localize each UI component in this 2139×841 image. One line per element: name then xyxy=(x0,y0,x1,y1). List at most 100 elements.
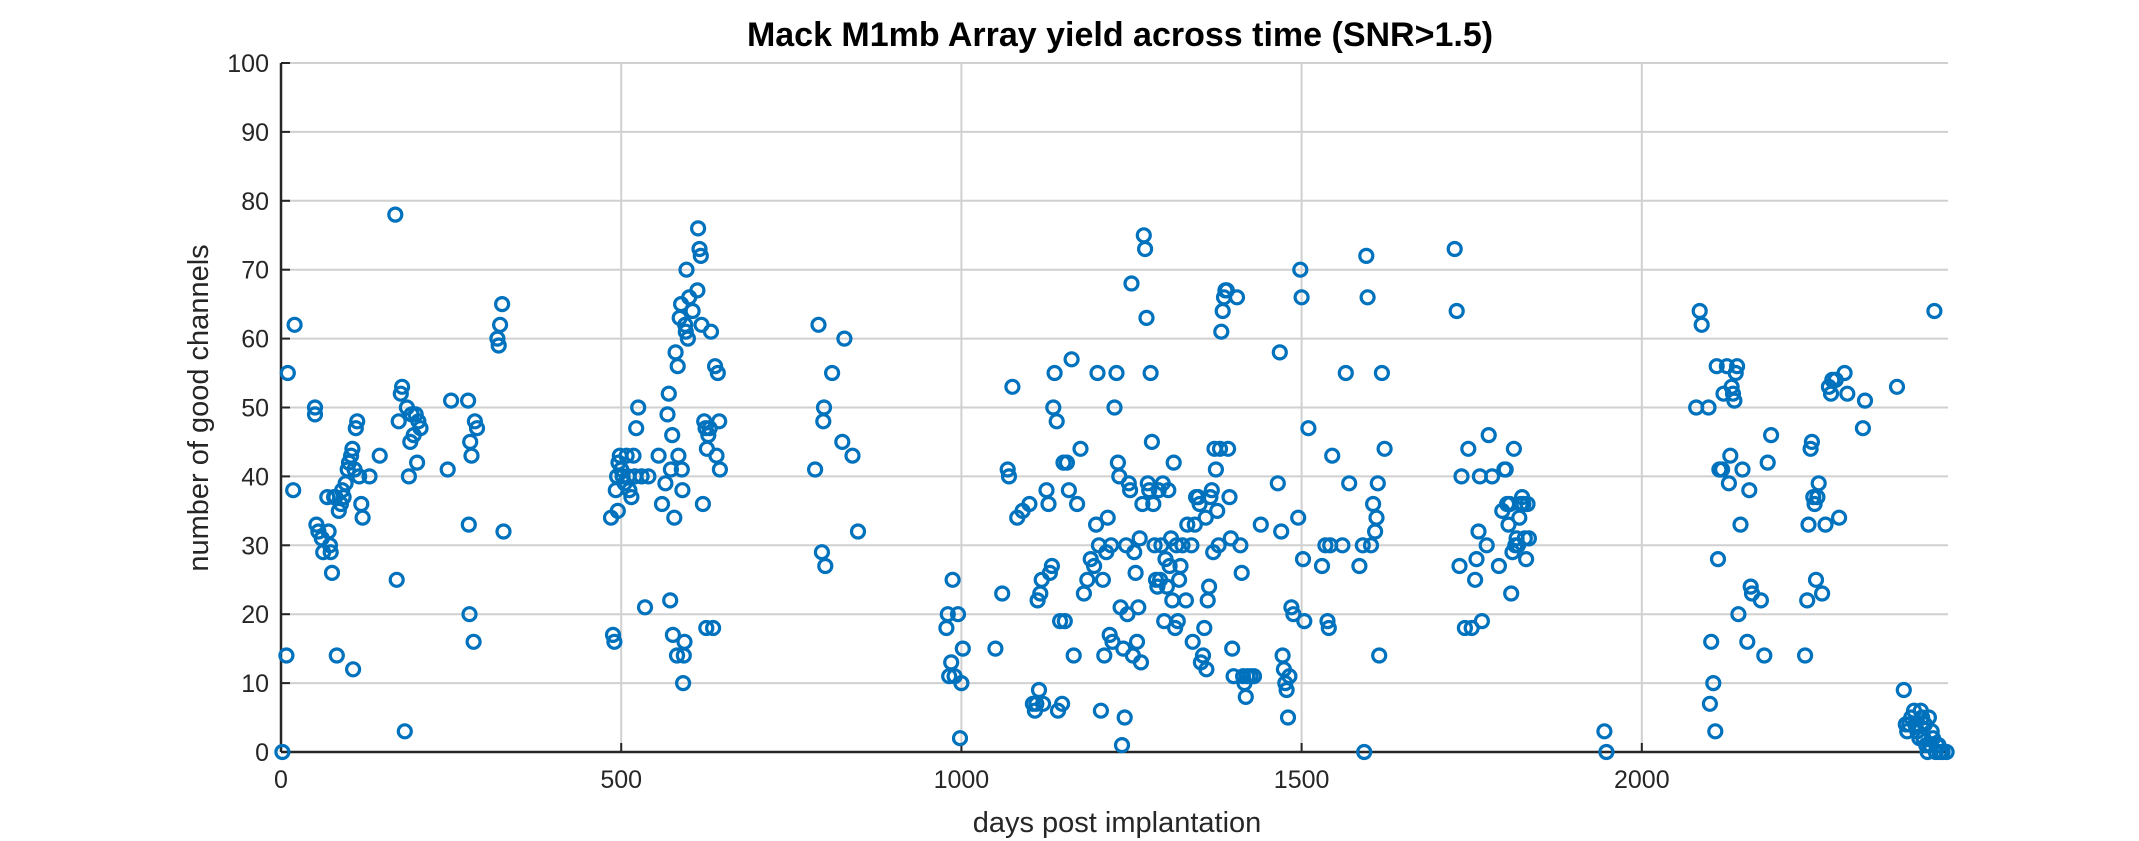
x-tick-label: 1000 xyxy=(934,766,990,794)
data-point xyxy=(1707,723,1724,740)
data-point xyxy=(994,585,1011,602)
data-point xyxy=(1741,482,1758,499)
data-point xyxy=(1109,454,1127,471)
data-point xyxy=(1796,647,1814,664)
data-point xyxy=(815,413,832,430)
data-point xyxy=(345,661,362,678)
data-point xyxy=(1134,495,1151,513)
data-point xyxy=(1720,475,1738,492)
data-point xyxy=(849,523,867,540)
x-tick-label: 2000 xyxy=(1614,766,1670,794)
data-point xyxy=(667,344,684,361)
y-tick-label: 20 xyxy=(241,601,269,629)
data-point xyxy=(1237,688,1254,706)
data-point xyxy=(439,461,456,478)
data-point xyxy=(412,420,429,437)
data-point xyxy=(354,509,371,526)
data-point xyxy=(1701,695,1719,712)
data-point xyxy=(1232,537,1249,554)
data-point xyxy=(1132,654,1150,671)
data-point xyxy=(1756,647,1773,664)
data-point xyxy=(1041,564,1059,582)
data-point xyxy=(636,599,654,616)
data-point xyxy=(609,502,626,519)
data-point xyxy=(606,633,623,650)
data-point xyxy=(1203,482,1220,499)
data-point xyxy=(1705,674,1722,692)
data-point xyxy=(490,337,507,354)
y-tick-label: 0 xyxy=(255,739,269,767)
data-point xyxy=(1030,681,1048,699)
data-point xyxy=(1724,385,1742,402)
data-point xyxy=(1354,537,1371,554)
data-point xyxy=(709,364,726,382)
data-point xyxy=(1320,619,1337,637)
data-point xyxy=(1283,599,1300,616)
data-point xyxy=(1369,475,1386,492)
data-point xyxy=(679,330,697,347)
data-point xyxy=(494,296,511,313)
data-point xyxy=(1113,736,1131,754)
data-point xyxy=(1503,585,1520,602)
data-point xyxy=(285,482,302,499)
data-point xyxy=(944,571,961,588)
data-point xyxy=(1161,557,1178,575)
data-point xyxy=(1520,530,1538,547)
data-point xyxy=(1079,571,1096,588)
data-point xyxy=(1209,502,1226,519)
data-point xyxy=(388,571,405,588)
data-point xyxy=(1453,468,1470,485)
data-point xyxy=(1728,358,1746,375)
data-point xyxy=(1102,537,1120,554)
data-point xyxy=(689,282,706,299)
data-point xyxy=(1085,557,1103,575)
data-point xyxy=(1200,578,1218,595)
data-point xyxy=(1300,420,1317,437)
data-point xyxy=(1693,316,1710,333)
data-point xyxy=(1830,509,1848,526)
data-point xyxy=(1038,482,1055,499)
data-point xyxy=(1169,612,1186,630)
data-point xyxy=(1274,647,1291,664)
data-point xyxy=(684,302,701,320)
data-point xyxy=(1285,606,1302,623)
data-point xyxy=(347,420,364,437)
data-point xyxy=(1092,702,1110,719)
data-point xyxy=(1224,640,1241,657)
data-point xyxy=(1293,289,1310,306)
data-point xyxy=(1106,399,1123,416)
data-point xyxy=(1191,495,1208,513)
data-point xyxy=(1802,440,1819,457)
data-point xyxy=(1072,440,1089,457)
x-tick-label: 500 xyxy=(600,766,642,794)
data-point xyxy=(1135,227,1152,244)
data-point xyxy=(673,461,690,478)
data-point xyxy=(1854,420,1872,437)
data-point xyxy=(711,461,729,478)
data-point xyxy=(1160,482,1177,499)
data-point xyxy=(462,433,479,450)
data-point xyxy=(674,674,692,692)
data-point xyxy=(669,358,686,375)
data-point xyxy=(1478,537,1495,554)
data-point xyxy=(1703,633,1720,650)
data-point xyxy=(1142,364,1159,382)
data-point xyxy=(361,468,378,485)
data-point xyxy=(1460,440,1477,457)
data-point xyxy=(625,447,642,464)
data-point xyxy=(633,468,650,485)
data-point xyxy=(390,413,407,430)
data-point xyxy=(700,427,717,444)
data-point xyxy=(1252,516,1269,533)
data-point xyxy=(670,447,687,464)
data-point xyxy=(1196,619,1213,637)
y-tick-label: 60 xyxy=(241,326,269,354)
data-point xyxy=(621,482,638,499)
data-point xyxy=(1734,461,1751,478)
data-point xyxy=(1938,743,1955,761)
data-point xyxy=(1294,550,1312,568)
data-point xyxy=(1168,537,1185,554)
data-point xyxy=(323,564,341,582)
data-point xyxy=(692,247,709,264)
